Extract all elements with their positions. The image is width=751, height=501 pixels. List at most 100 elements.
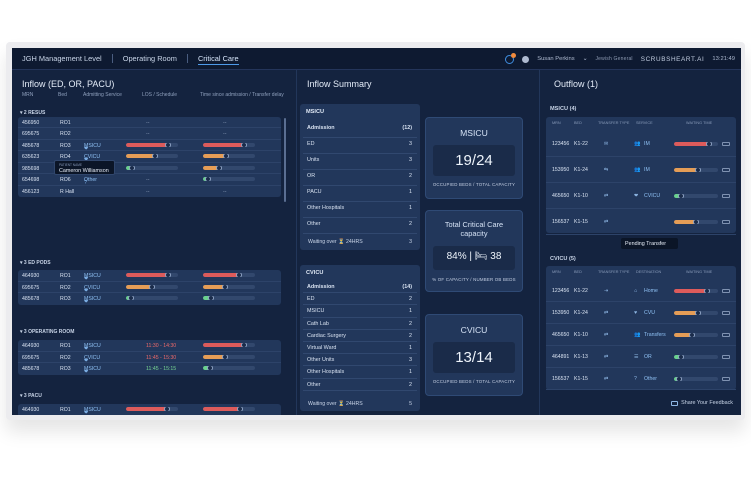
- table-row[interactable]: 654698 RO6? Other --: [18, 174, 281, 186]
- summary-count: 2: [409, 332, 412, 339]
- tab-operating-room[interactable]: Operating Room: [122, 54, 177, 63]
- cvicu-wait-count: 5: [409, 401, 412, 407]
- table-row[interactable]: 464930 RO1 ❤ MSICU: [18, 270, 281, 282]
- outflow-row[interactable]: 465650 K1-10 ⇄ 👥 Transfers: [546, 324, 736, 346]
- summary-count: 1: [409, 345, 412, 351]
- kpi-msicu-box: 19/24: [433, 145, 515, 176]
- wait-time-bar: [203, 366, 255, 371]
- group-label[interactable]: ▾ 2 RESUS: [20, 110, 46, 116]
- table-row[interactable]: 456950 RO1 -- --: [18, 117, 281, 129]
- bar-knob: [677, 355, 684, 359]
- outflow-row[interactable]: 156537 K1-15 ⇄? Other: [546, 368, 736, 390]
- table-row[interactable]: 485678 RO3 ❤ MSICU 11:45 - 15:15: [18, 363, 281, 375]
- group-label[interactable]: ▾ 3 PACU: [20, 393, 42, 399]
- outflow-row[interactable]: 123456 K1-22 ⇥ ⌂ Home: [546, 280, 736, 302]
- bed-cell: RO1: [60, 120, 71, 126]
- summary-row[interactable]: OR 2: [303, 170, 417, 186]
- wait-time-bar: [674, 194, 718, 198]
- wait-chip: [722, 311, 730, 315]
- user-name[interactable]: Susan Perkins: [537, 56, 575, 62]
- outflow-bed: K1-15: [574, 376, 588, 382]
- group-label[interactable]: ▾ 3 ED PODS: [20, 260, 51, 266]
- summary-row[interactable]: Other Units 3: [303, 354, 417, 367]
- summary-row[interactable]: Cath Lab 2: [303, 318, 417, 330]
- inflow-group-panel: 464930 RO1 ❤ MSICU 11:30 - 14:30 695675 RO2 ❤ CV…: [18, 340, 281, 375]
- group-label[interactable]: ▾ 3 OPERATING ROOM: [20, 329, 75, 335]
- wait-time-bar: [674, 168, 718, 172]
- bar-knob: [695, 311, 702, 315]
- outflow-row[interactable]: 156537 K1-15 ⇄: [546, 209, 736, 235]
- bar-knob: [207, 296, 214, 301]
- outflow-row[interactable]: 123456 K1-22 ✉ 👥 IM: [546, 131, 736, 157]
- summary-row[interactable]: Units 3: [303, 154, 417, 170]
- summary-row[interactable]: MSICU 1: [303, 305, 417, 318]
- service-label: MSICU: [84, 343, 101, 349]
- wait-chip: [722, 194, 730, 198]
- summary-source: OR: [307, 173, 316, 179]
- bed-cell: RO1: [60, 343, 71, 349]
- summary-row[interactable]: ED 3: [303, 138, 417, 154]
- service-label: MSICU: [84, 142, 101, 149]
- service-label: MSICU: [84, 296, 101, 303]
- summary-row[interactable]: Other Hospitals 1: [303, 366, 417, 379]
- bar-fill: [126, 407, 167, 411]
- table-row[interactable]: 485678 RO3 ❤ MSICU: [18, 293, 281, 305]
- inflow-column: Inflow (ED, OR, PACU) MRN Bed Admitting …: [12, 70, 297, 415]
- bar-fill: [203, 165, 219, 170]
- clock: 13:21:49: [712, 56, 735, 62]
- outflow-header: BED: [574, 270, 582, 274]
- outflow-row[interactable]: 153950 K1-24 ⇄ ♥ CVU: [546, 302, 736, 324]
- bar-fill: [203, 407, 241, 411]
- bar-knob: [207, 366, 214, 371]
- wait-time-bar: [126, 273, 178, 277]
- admission-count: (14): [402, 284, 412, 290]
- chevron-down-icon[interactable]: ⌄: [582, 56, 588, 62]
- table-row[interactable]: 464930 RO1 ❤ MSICU: [18, 404, 281, 415]
- table-row[interactable]: 695675 RO2 -- --: [18, 128, 281, 140]
- admission-header: Admission (12): [303, 122, 417, 138]
- outflow-service: Other: [644, 376, 657, 382]
- bar-fill: [203, 142, 244, 147]
- outflow-row[interactable]: 153950 K1-24 ⇆ 👥 IM: [546, 157, 736, 183]
- notification-icon[interactable]: [505, 52, 517, 64]
- kpi-msicu-value: 19/24: [455, 152, 493, 169]
- summary-row[interactable]: Cardiac Surgery 2: [303, 330, 417, 342]
- inflow-scrollbar[interactable]: [284, 118, 286, 202]
- summary-row[interactable]: PACU 1: [303, 186, 417, 202]
- summary-count: 2: [409, 221, 412, 227]
- outflow-mrn: 153950: [552, 167, 570, 173]
- bed-cell: R Hall: [60, 188, 75, 195]
- transfer-type-icon: ⇄: [604, 376, 609, 382]
- summary-row[interactable]: ED 2: [303, 293, 417, 306]
- table-row[interactable]: 485678 RO3 ❤ MSICU: [18, 140, 281, 152]
- service-label: CVICU: [84, 154, 101, 161]
- outflow-row[interactable]: 464891 K1-13 ⇄ ☰ OR: [546, 346, 736, 368]
- outflow-header: DESTINATION: [636, 270, 662, 274]
- brand-logo: SCRUBSHEART.AI: [640, 55, 705, 63]
- summary-source: Other: [307, 221, 321, 227]
- delay-cell: --: [223, 120, 227, 126]
- summary-row[interactable]: Other Hospitals 1: [303, 202, 417, 218]
- patient-tooltip: PATIENT NAME Cameron Williamson: [54, 160, 115, 175]
- outflow-bed: K1-22: [574, 288, 588, 294]
- summary-row[interactable]: Other 2: [303, 379, 417, 391]
- inflow-group-panel: 464930 RO1 ❤ MSICU 695675 RO2 ❤ CVICU 485678 RO3 ❤…: [18, 270, 281, 305]
- outflow-service: CVICU: [644, 193, 661, 199]
- wait-time-bar: [126, 296, 178, 301]
- table-row[interactable]: 695675 RO2 ❤ CVICU 11:45 - 15:30: [18, 352, 281, 364]
- wait-time-bar: [203, 273, 255, 277]
- summary-count: 1: [409, 189, 412, 195]
- table-row[interactable]: 456123 R Hall -- --: [18, 186, 281, 197]
- outflow-row[interactable]: 465650 K1-10 ⇄ ❤ CVICU: [546, 183, 736, 209]
- kpi-cvicu-title: CVICU: [460, 325, 488, 335]
- service-label: MSICU: [84, 407, 101, 413]
- outflow-bed: K1-22: [574, 141, 588, 147]
- summary-row[interactable]: Virtual Ward 1: [303, 342, 417, 355]
- service-icon: ♥: [634, 310, 638, 316]
- table-row[interactable]: 464930 RO1 ❤ MSICU 11:30 - 14:30: [18, 340, 281, 352]
- share-feedback-link[interactable]: Share Your Feedback: [671, 400, 733, 406]
- summary-row[interactable]: Other 2: [303, 218, 417, 234]
- outflow-header: MRN: [552, 121, 561, 125]
- tab-critical-care[interactable]: Critical Care: [197, 54, 239, 65]
- table-row[interactable]: 695675 RO2 ❤ CVICU: [18, 282, 281, 294]
